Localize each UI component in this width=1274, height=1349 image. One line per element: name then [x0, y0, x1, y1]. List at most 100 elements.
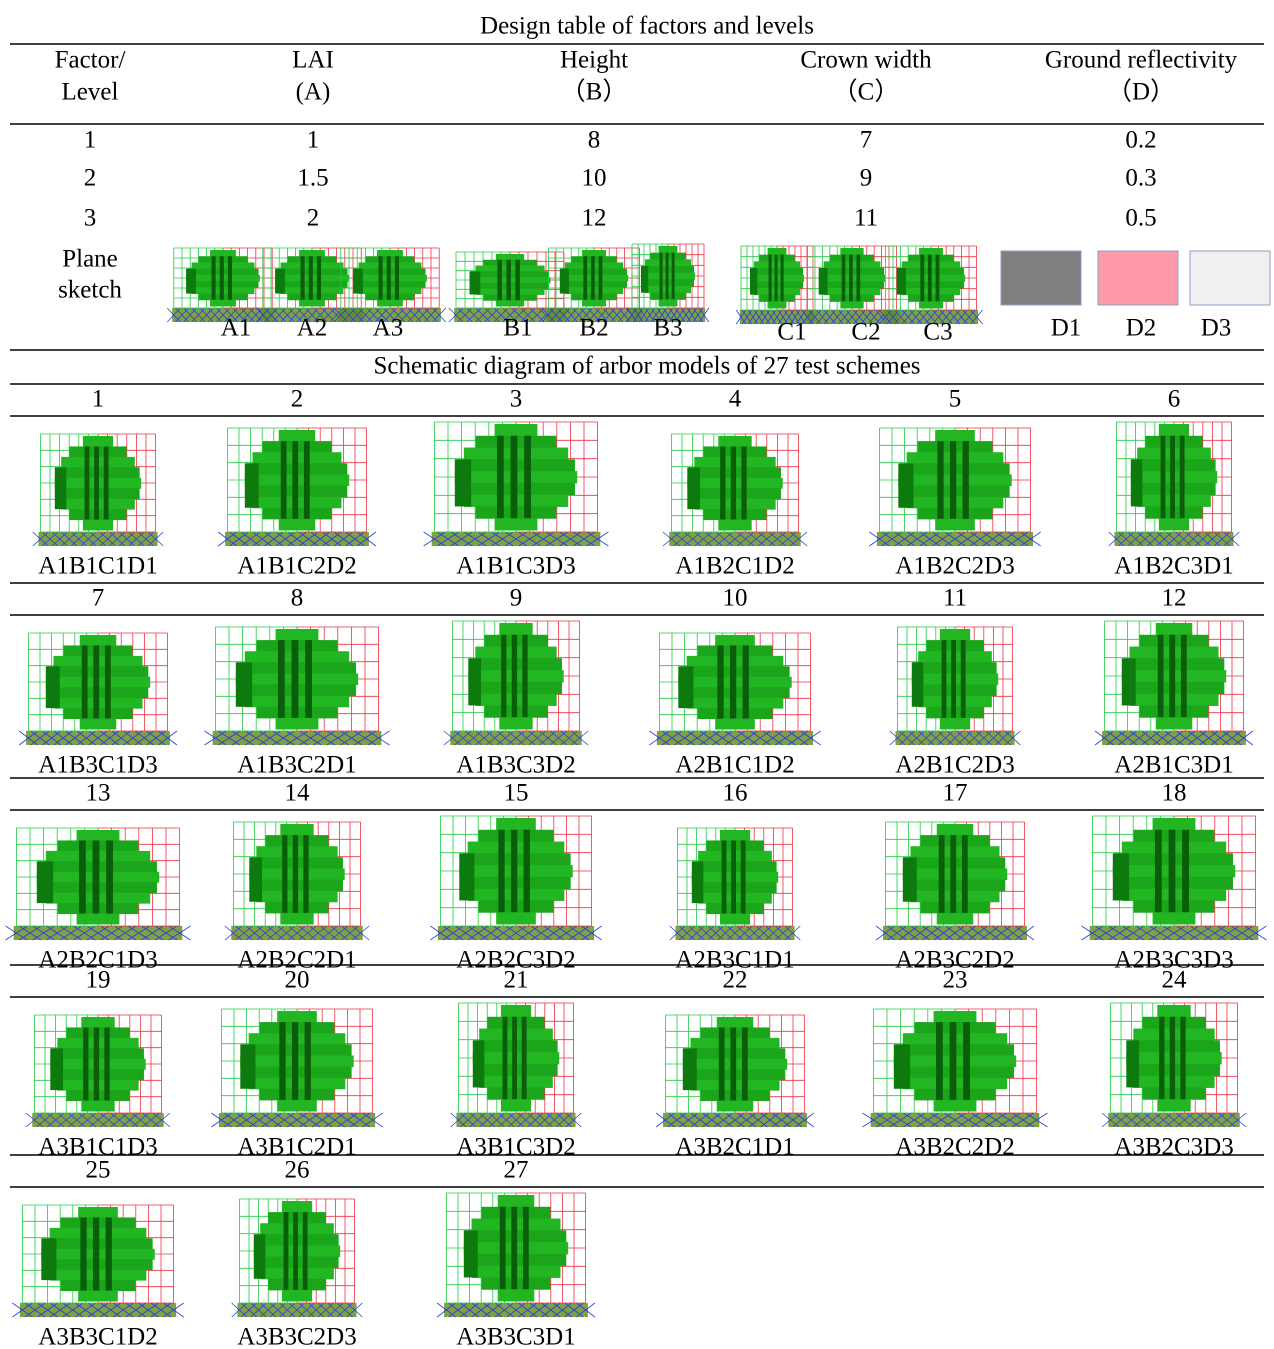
ground-grid — [511, 307, 527, 323]
scheme-number: 5 — [949, 386, 962, 413]
ground-grid — [945, 925, 965, 941]
crown-stripe — [741, 1027, 748, 1101]
crown-shade — [235, 662, 253, 707]
crown-block — [716, 1017, 754, 1028]
scheme-label: A3B3C1D2 — [38, 1324, 157, 1349]
crown-stripe — [1180, 634, 1187, 718]
crown-shade — [678, 666, 694, 709]
ground-grid — [755, 925, 772, 941]
scheme-label: A1B2C2D3 — [895, 553, 1014, 580]
ground-grid — [1156, 531, 1173, 547]
ground-grid — [1137, 531, 1154, 547]
scheme-label: A3B3C3D1 — [456, 1324, 575, 1349]
ground-grid — [299, 730, 322, 746]
ground-grid — [539, 730, 557, 746]
ground-grid — [1122, 1112, 1141, 1128]
ground-grid — [1149, 925, 1172, 941]
ground-grid — [1004, 730, 1021, 746]
scheme-label: A1B2C1D2 — [675, 553, 794, 580]
ground-grid — [556, 1112, 572, 1128]
ground-grid — [466, 307, 482, 323]
crown-stripe — [671, 252, 675, 300]
ground-grid — [264, 531, 284, 547]
crown-shade — [682, 1048, 697, 1091]
ground-grid — [494, 1302, 514, 1318]
ground-grid — [152, 1112, 171, 1128]
ground-grid — [1108, 925, 1131, 941]
ground-grid — [995, 730, 1011, 746]
crown-stripe — [721, 840, 727, 914]
tree-sketch — [443, 620, 589, 746]
ground-grid — [99, 1112, 118, 1128]
column-header: Height — [560, 47, 628, 74]
ground-grid — [475, 730, 493, 746]
crown-shade — [463, 1230, 478, 1278]
crown-stripe — [510, 829, 518, 913]
tree-sketch — [1108, 421, 1240, 547]
ground-grid — [110, 1112, 128, 1128]
crown-stripe — [950, 835, 957, 913]
ground-grid — [698, 925, 715, 941]
scheme-number: 25 — [86, 1157, 111, 1184]
ground-grid — [483, 1302, 503, 1318]
ground-grid — [73, 925, 96, 941]
ground-grid — [1007, 531, 1029, 547]
crown-stripe — [780, 254, 784, 302]
ground-grid — [724, 730, 746, 746]
crown-block — [377, 250, 403, 257]
crown-block — [936, 912, 974, 925]
crown-shade — [454, 459, 472, 507]
ground-grid — [138, 531, 154, 547]
ground-grid — [1166, 531, 1182, 547]
ground-grid — [258, 730, 281, 746]
crown-block — [76, 913, 120, 925]
ground-grid — [436, 531, 460, 547]
ground-grid — [277, 925, 296, 941]
ground-grid — [765, 925, 782, 941]
ground-grid — [18, 730, 38, 746]
ground-grid — [1011, 1112, 1035, 1128]
ground-grid — [543, 925, 565, 941]
ground-grid — [518, 925, 539, 941]
ground-grid — [529, 307, 545, 323]
tree-sketch — [217, 427, 377, 547]
ground-grid — [42, 531, 58, 547]
scheme-number: 27 — [504, 1157, 529, 1184]
ground-grid — [887, 925, 907, 941]
table-cell: 1 — [307, 127, 320, 154]
ground-grid — [308, 1302, 325, 1318]
crown-stripe — [78, 840, 86, 914]
crown-stripe — [927, 254, 932, 302]
ground-grid — [330, 925, 349, 941]
scheme-number: 11 — [943, 585, 967, 612]
row-label: sketch — [58, 277, 122, 304]
tree-sketch — [18, 632, 178, 746]
ground-grid — [272, 730, 295, 746]
ground-grid — [450, 1112, 467, 1128]
scheme-label: A3B2C3D3 — [1114, 1134, 1233, 1161]
ground-grid — [32, 925, 55, 941]
ground-grid — [947, 730, 963, 746]
ground-grid — [30, 730, 50, 746]
column-header: （D） — [1107, 78, 1175, 106]
tree-sketch — [32, 433, 164, 547]
crown-stripe — [841, 254, 846, 302]
crown-stripe — [768, 254, 772, 302]
ground-grid — [541, 1302, 561, 1318]
crown-block — [496, 818, 536, 831]
ground-grid — [286, 1112, 308, 1128]
ground-grid — [320, 925, 338, 941]
ground-grid — [231, 1302, 248, 1318]
tree-sketch — [423, 421, 609, 547]
ground-grid — [727, 925, 743, 941]
ground-grid — [37, 1302, 58, 1318]
tree-sketch — [1094, 620, 1254, 746]
ground-grid — [18, 925, 42, 941]
ground-grid — [248, 1112, 270, 1128]
ground-grid — [506, 1302, 526, 1318]
crown-stripe — [515, 259, 520, 301]
ground-grid — [748, 1112, 768, 1128]
ground-grid — [530, 925, 552, 941]
crown-block — [658, 246, 678, 254]
crown-stripe — [1157, 634, 1164, 718]
